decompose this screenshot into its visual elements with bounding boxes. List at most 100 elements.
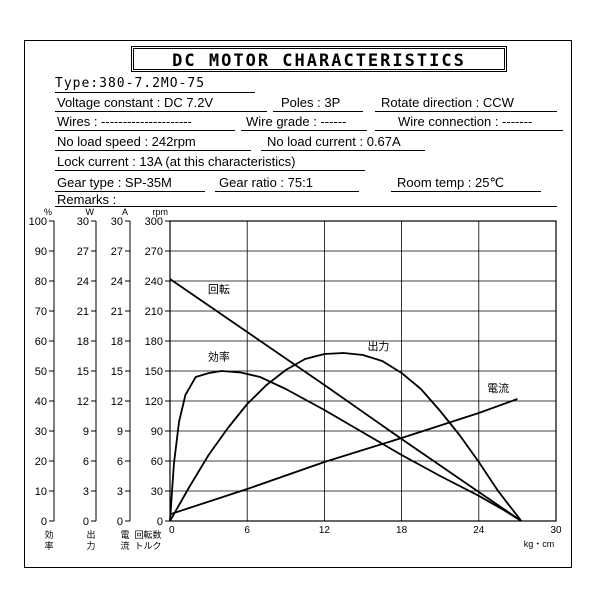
series-label: 電流 [487,381,509,395]
motor-type: Type:380-7.2MO-75 [55,76,206,91]
wires: Wires : --------------------- [57,114,192,129]
y-tick-label: 9 [83,426,89,438]
y-tick-label: 24 [77,276,89,288]
x-tick-label: 24 [473,525,485,536]
sheet-title: DC MOTOR CHARACTERISTICS [172,51,466,71]
y-tick-label: 6 [117,456,123,468]
lock-current: Lock current : 13A (at this characterist… [57,154,296,169]
rotate-underline [375,111,557,112]
axis-label-char: 率 [44,540,53,551]
y-tick-label: 10 [35,486,47,498]
y-tick-label: 30 [151,486,163,498]
y-tick-label: 3 [117,486,123,498]
y-tick-label: 15 [111,366,123,378]
room-temp: Room temp : 25℃ [397,175,505,190]
gear-ratio-underline [215,191,359,192]
voltage-constant: Voltage constant : DC 7.2V [57,95,214,110]
axis-unit: W [86,207,95,217]
wire-connection-underline [375,130,563,131]
y-tick-label: 70 [35,306,47,318]
y-tick-label: 50 [35,366,47,378]
axis-label-char: 力 [86,540,95,551]
y-tick-label: 90 [35,246,47,258]
x-unit-label: kg・cm [524,539,555,549]
y-tick-label: 0 [117,516,123,528]
voltage-underline [55,111,267,112]
y-tick-label: 3 [83,486,89,498]
type-underline [55,92,255,93]
gear-type: Gear type : SP-35M [57,175,172,190]
y-tick-label: 30 [35,426,47,438]
axis-label-line: 回転数 [134,529,161,540]
gear-type-underline [55,191,205,192]
rotate-direction: Rotate direction : CCW [381,95,514,110]
y-tick-label: 270 [145,246,163,258]
gear-ratio: Gear ratio : 75:1 [219,175,313,190]
wire-grade-underline [241,130,367,131]
room-temp-underline [391,191,541,192]
no-load-current-underline [261,150,425,151]
y-tick-label: 30 [111,216,123,228]
poles-underline [273,111,363,112]
y-tick-label: 18 [111,336,123,348]
y-tick-label: 12 [77,396,89,408]
y-tick-label: 27 [111,246,123,258]
series-line [169,398,518,516]
wire-connection: Wire connection : ------- [398,114,533,129]
y-tick-label: 6 [83,456,89,468]
y-tick-label: 120 [145,396,163,408]
axis-label-char: 電 [120,530,129,540]
no-load-speed-underline [55,150,251,151]
y-tick-label: 80 [35,276,47,288]
y-tick-label: 150 [145,366,163,378]
y-tick-label: 18 [77,336,89,348]
axis-label-char: 流 [120,540,129,551]
x-tick-label: 12 [319,525,331,536]
axis-label-line: トルク [134,541,161,551]
y-tick-label: 100 [29,216,47,228]
y-tick-label: 12 [111,396,123,408]
poles: Poles : 3P [281,95,341,110]
y-tick-label: 180 [145,336,163,348]
x-tick-label: 18 [396,525,408,536]
y-tick-label: 300 [145,216,163,228]
wire-grade: Wire grade : ------ [246,114,347,129]
axis-label-char: 出 [86,529,95,540]
y-tick-label: 0 [157,516,163,528]
y-tick-label: 21 [111,306,123,318]
wires-underline [55,130,235,131]
x-tick-label: 0 [169,525,175,536]
x-tick-label: 6 [244,525,250,536]
axis-unit: A [122,207,128,217]
series-line [169,278,522,522]
series-label: 効率 [208,350,230,364]
y-tick-label: 60 [151,456,163,468]
y-tick-label: 240 [145,276,163,288]
axis-unit: rpm [153,207,169,217]
y-tick-label: 0 [83,516,89,528]
series-line [169,370,522,522]
characteristics-sheet: DC MOTOR CHARACTERISTICS Type:380-7.2MO-… [24,40,572,568]
y-tick-label: 210 [145,306,163,318]
no-load-speed: No load speed : 242rpm [57,134,196,149]
axis-label-char: 効 [44,529,53,540]
y-tick-label: 24 [111,276,123,288]
no-load-current: No load current : 0.67A [267,134,401,149]
series-label: 回転 [208,283,230,296]
y-tick-label: 9 [117,426,123,438]
y-tick-label: 15 [77,366,89,378]
axis-unit: % [44,207,52,217]
remarks-underline [55,206,557,207]
y-tick-label: 40 [35,396,47,408]
y-tick-label: 60 [35,336,47,348]
y-tick-label: 20 [35,456,47,468]
y-tick-label: 90 [151,426,163,438]
y-tick-label: 30 [77,216,89,228]
y-tick-label: 0 [41,516,47,528]
series-label: 出力 [367,339,389,353]
lock-current-underline [55,170,365,171]
series-line [169,352,523,522]
y-tick-label: 27 [77,246,89,258]
x-tick-label: 30 [550,525,562,536]
